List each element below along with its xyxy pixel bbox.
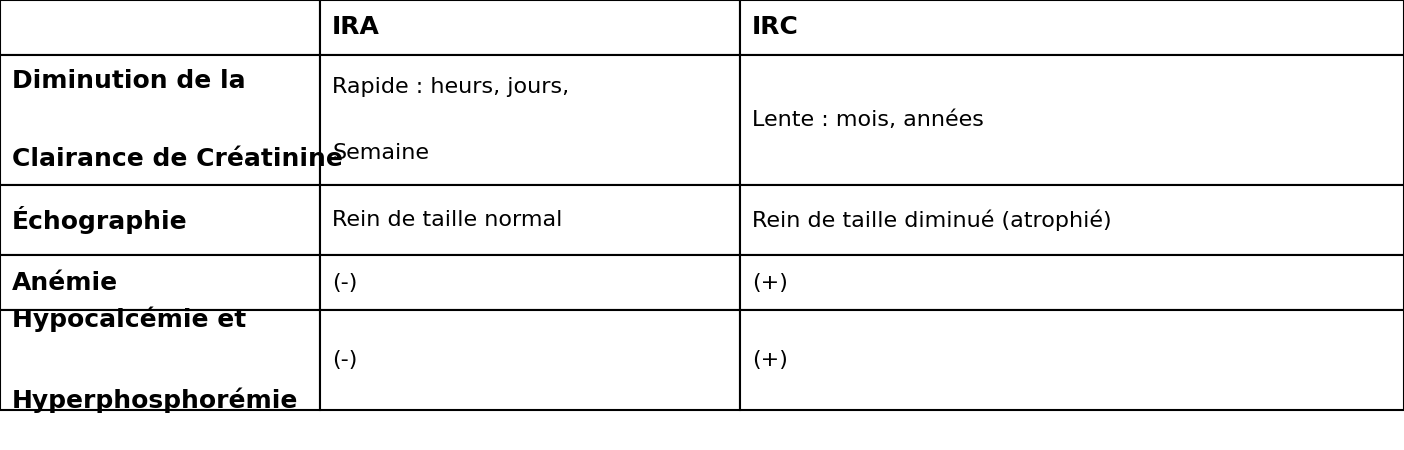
Bar (740, 255, 1404, 310)
Text: Hypocalcémie et

Hyperphosphorémie: Hypocalcémie et Hyperphosphorémie (13, 307, 299, 413)
Bar (740, 310, 1404, 410)
Text: Rein de taille normal: Rein de taille normal (331, 210, 563, 230)
Bar (320, 255, 740, 310)
Text: IRA: IRA (331, 15, 380, 40)
Bar (0, 310, 320, 410)
Text: Diminution de la

Clairance de Créatinine: Diminution de la Clairance de Créatinine (13, 69, 343, 171)
Text: Échographie: Échographie (13, 206, 188, 234)
Text: Rein de taille diminué (atrophié): Rein de taille diminué (atrophié) (753, 209, 1112, 231)
Bar (740, 55, 1404, 185)
Text: (-): (-) (331, 273, 358, 292)
Bar (320, 55, 740, 185)
Bar (320, 310, 740, 410)
Bar (0, 255, 320, 310)
Text: Lente : mois, années: Lente : mois, années (753, 110, 984, 130)
Text: Anémie: Anémie (13, 270, 118, 294)
Bar (320, 185, 740, 255)
Bar (740, 185, 1404, 255)
Bar (320, 0, 740, 55)
Text: (+): (+) (753, 350, 788, 370)
Bar (0, 185, 320, 255)
Bar (740, 0, 1404, 55)
Text: (+): (+) (753, 273, 788, 292)
Text: (-): (-) (331, 350, 358, 370)
Text: IRC: IRC (753, 15, 799, 40)
Text: Rapide : heurs, jours,

Semaine: Rapide : heurs, jours, Semaine (331, 77, 569, 163)
Bar (0, 55, 320, 185)
Bar (0, 0, 320, 55)
